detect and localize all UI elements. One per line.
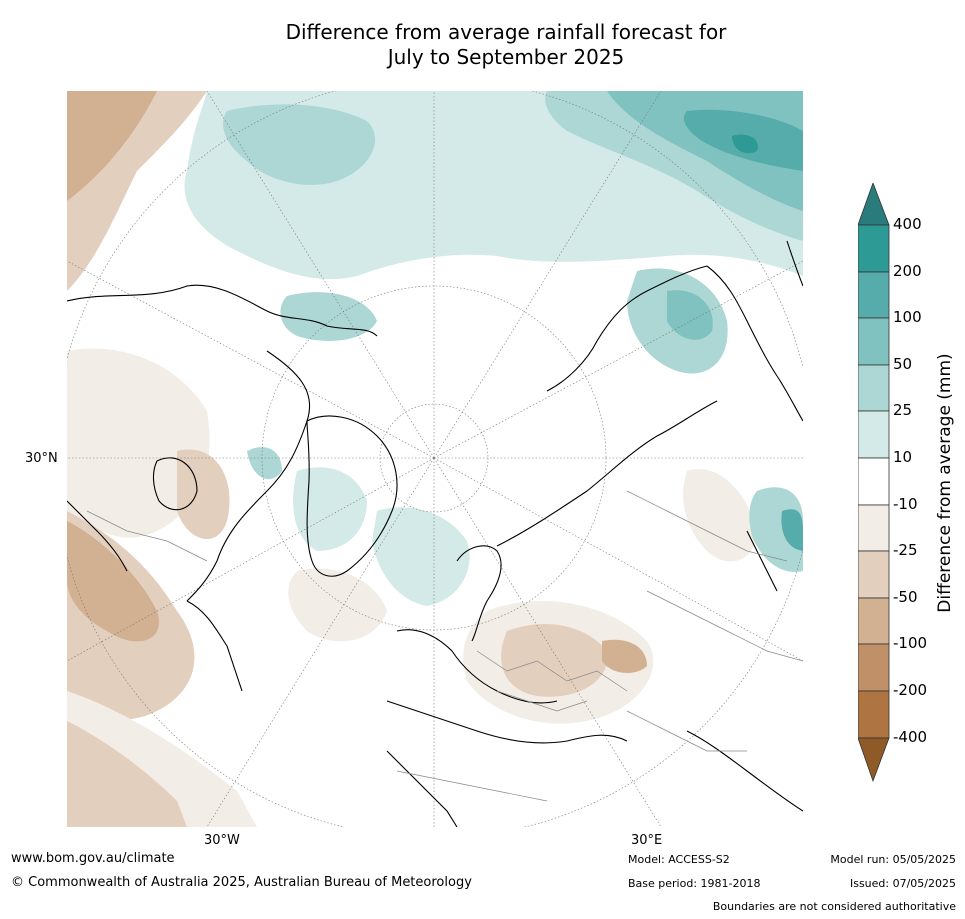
coastlines <box>67 240 803 827</box>
dry-region-central-us <box>177 449 230 540</box>
colorbar-tick-400: 400 <box>893 215 922 233</box>
coastline-alaska <box>67 284 378 337</box>
meridian-line-9 <box>67 260 435 459</box>
border-middle-east <box>626 710 747 752</box>
coastline-us-east <box>186 600 243 692</box>
border-europe-2 <box>496 690 588 712</box>
dry-region-black-sea <box>602 639 647 673</box>
colorbar-band-neg25-50 <box>858 550 890 599</box>
coastline-scandinavia <box>456 545 502 642</box>
base-period: Base period: 1981-2018 <box>628 877 761 890</box>
coastline-arabia <box>686 730 803 812</box>
colorbar-tick-25: 25 <box>893 401 913 419</box>
colorbar-band-neg50-100 <box>858 597 890 645</box>
polar-map <box>67 91 803 827</box>
issued-date: Issued: 07/05/2025 <box>849 877 956 890</box>
border-canada-us <box>86 510 208 562</box>
colorbar-band-10-25 <box>858 410 890 459</box>
coastline-canada-arctic <box>186 350 311 602</box>
wet-region-north-pacific-mid <box>223 104 376 185</box>
boundaries-disclaimer: Boundaries are not considered authoritat… <box>712 900 956 913</box>
colorbar-tick-neg50: -50 <box>893 588 918 606</box>
coastline-greenland <box>306 415 398 577</box>
meridian-line-8 <box>433 457 662 827</box>
colorbar-tick-100: 100 <box>893 308 922 326</box>
copyright-notice: © Commonwealth of Australia 2025, Austra… <box>11 875 472 890</box>
title-line-1: Difference from average rainfall forecas… <box>285 20 727 44</box>
meridian-line-7 <box>206 457 435 827</box>
dry-region-east-pacific-core <box>67 521 159 642</box>
coastline-siberia-east <box>546 265 708 392</box>
colorbar-band-neutral <box>858 457 890 506</box>
wet-region-kuroshio-max <box>732 134 758 154</box>
coastline-mediterranean <box>386 700 628 744</box>
wet-region-barents <box>372 507 470 606</box>
dry-region-south-pacific-core <box>67 721 187 827</box>
meridian-line-12 <box>433 457 803 662</box>
border-russia-china <box>626 490 788 562</box>
wet-region-greenland-sea <box>293 467 367 551</box>
dry-region-europe-core <box>501 623 608 697</box>
border-europe-1 <box>476 650 628 692</box>
colorbar-tick-50: 50 <box>893 355 913 373</box>
colorbar-tick-neg200: -200 <box>893 681 928 699</box>
lon-label-30e: 30°E <box>631 833 663 848</box>
colorbar-tick-neg100: -100 <box>893 634 928 652</box>
dry-region-atlantic <box>288 568 387 642</box>
lat-label-30n: 30°N <box>25 451 58 466</box>
colorbar-band-50-100 <box>858 317 890 366</box>
border-central-asia <box>646 590 803 662</box>
coastline-west-america <box>67 500 128 572</box>
coastline-hudson-bay <box>152 457 198 511</box>
country-borders <box>86 490 803 802</box>
colorbar-band-neg100-200 <box>858 643 890 692</box>
colorbar-tick-neg25: -25 <box>893 541 918 559</box>
wet-anomaly-regions <box>184 91 803 606</box>
coastline-japan <box>786 240 803 287</box>
coastline-india <box>746 530 778 592</box>
colorbar-band-neg10-25 <box>858 504 890 552</box>
model-run-date: Model run: 05/05/2025 <box>830 853 956 866</box>
colorbar-title: Difference from average (mm) <box>935 353 955 613</box>
colorbar-over-arrow <box>858 183 890 226</box>
title-line-2: July to September 2025 <box>387 45 625 69</box>
wet-region-bay-of-bengal-core <box>781 509 803 551</box>
colorbar-tick-10: 10 <box>893 448 913 466</box>
wet-region-baffin <box>247 447 282 480</box>
graticule <box>67 91 803 827</box>
coastline-africa <box>386 750 458 827</box>
colorbar-under-arrow <box>858 737 890 783</box>
colorbar-band-neg200-400 <box>858 690 890 739</box>
coastline-kamchatka <box>706 265 778 377</box>
colorbar-tick-200: 200 <box>893 262 922 280</box>
wet-region-bay-of-bengal <box>749 487 803 572</box>
colorbar-band-200-400 <box>858 224 890 273</box>
dry-region-north-america <box>67 348 210 538</box>
polar-map-svg <box>67 91 803 827</box>
colorbar-band-100-200 <box>858 271 890 319</box>
coastline-europe <box>396 629 558 704</box>
coastline-russia-arctic <box>496 400 718 547</box>
lon-label-30w: 30°W <box>204 833 240 848</box>
model-name: Model: ACCESS-S2 <box>628 853 730 866</box>
colorbar-band-25-50 <box>858 364 890 412</box>
dry-region-pacific-nw-core <box>67 91 157 201</box>
colorbar-tick-neg400: -400 <box>893 728 928 746</box>
colorbar-tick-neg10: -10 <box>893 495 918 513</box>
website-link[interactable]: www.bom.gov.au/climate <box>11 851 175 866</box>
map-title: Difference from average rainfall forecas… <box>0 20 965 70</box>
coastline-east-asia <box>776 375 803 422</box>
colorbar-svg <box>858 183 890 783</box>
dry-region-central-asia <box>683 469 757 562</box>
border-north-africa <box>396 770 548 802</box>
